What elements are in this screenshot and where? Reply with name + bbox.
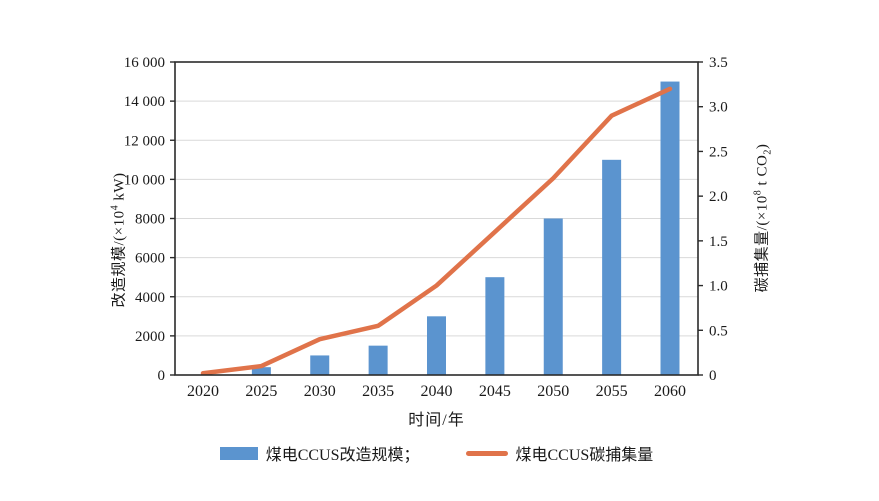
x-tick-label: 2040 [421,383,453,400]
y-left-tick-label: 14 000 [124,94,165,110]
y-right-tick-label: 2.0 [709,189,728,205]
y-left-tick-label: 6000 [135,251,165,267]
y-left-label-superscript: 4 [109,204,121,211]
bar-2035 [368,345,388,375]
y-left-tick-label: 10 000 [124,172,165,188]
y-right-label-subscript: 2 [762,149,774,155]
x-tick-label: 2035 [362,383,394,400]
y-right-tick-label: 1.0 [709,279,728,295]
x-tick-label: 2030 [304,383,336,400]
x-tick-label: 2060 [654,383,686,400]
legend-item-bar-series: 煤电CCUS改造规模； [219,441,420,465]
legend-item-line-series: 煤电CCUS碳捕集量 [465,441,654,465]
y-left-label-text: 改造规模/(×10 [111,210,128,308]
bar-2040 [427,316,446,375]
x-tick-label: 2050 [537,383,569,400]
y-right-label-close: ) [754,143,771,150]
capture-line [200,86,673,376]
x-tick-label: 2055 [596,383,628,400]
y-left-tick-label: 8000 [135,212,165,228]
y-axis-label-right: 碳捕集量/(×108 t CO2) [751,144,774,293]
y-right-tick-label: 0.5 [709,323,728,339]
y-right-tick-label: 2.5 [709,144,728,160]
bar-2055 [602,159,622,375]
line-series-swatch [465,450,508,456]
bar-2045 [485,277,505,375]
bar-2025 [251,367,271,375]
y-right-label-text: 碳捕集量/(×10 [754,195,771,293]
y-left-tick-label: 2000 [135,329,165,345]
bar-series-swatch [219,446,258,460]
y-right-tick-label: 3.5 [709,55,728,71]
y-right-label-unit: t CO [754,154,771,190]
y-axis-label-left: 改造规模/(×104 kW) [108,172,129,307]
y-left-label-unit: kW) [111,172,128,205]
x-tick-label: 2045 [479,383,511,400]
legend-label: 煤电CCUS改造规模； [265,447,420,464]
x-axis-label: 时间/年 [408,412,465,429]
bar-2060 [660,81,680,375]
y-right-tick-label: 1.5 [709,234,728,250]
y-left-tick-label: 4000 [135,290,165,306]
y-left-tick-label: 16 000 [124,55,165,71]
x-tick-label: 2020 [187,383,219,400]
legend: 煤电CCUS改造规模； 煤电CCUS碳捕集量 [175,440,698,466]
bar-2050 [543,218,563,375]
y-right-label-superscript: 8 [752,189,764,196]
y-left-tick-label: 0 [158,368,166,384]
x-tick-label: 2025 [245,383,277,400]
y-right-tick-label: 0 [709,368,717,384]
y-right-tick-label: 3.0 [709,100,728,116]
bar-2030 [310,355,330,375]
legend-label: 煤电CCUS碳捕集量 [515,447,654,464]
y-left-tick-label: 12 000 [124,133,165,149]
